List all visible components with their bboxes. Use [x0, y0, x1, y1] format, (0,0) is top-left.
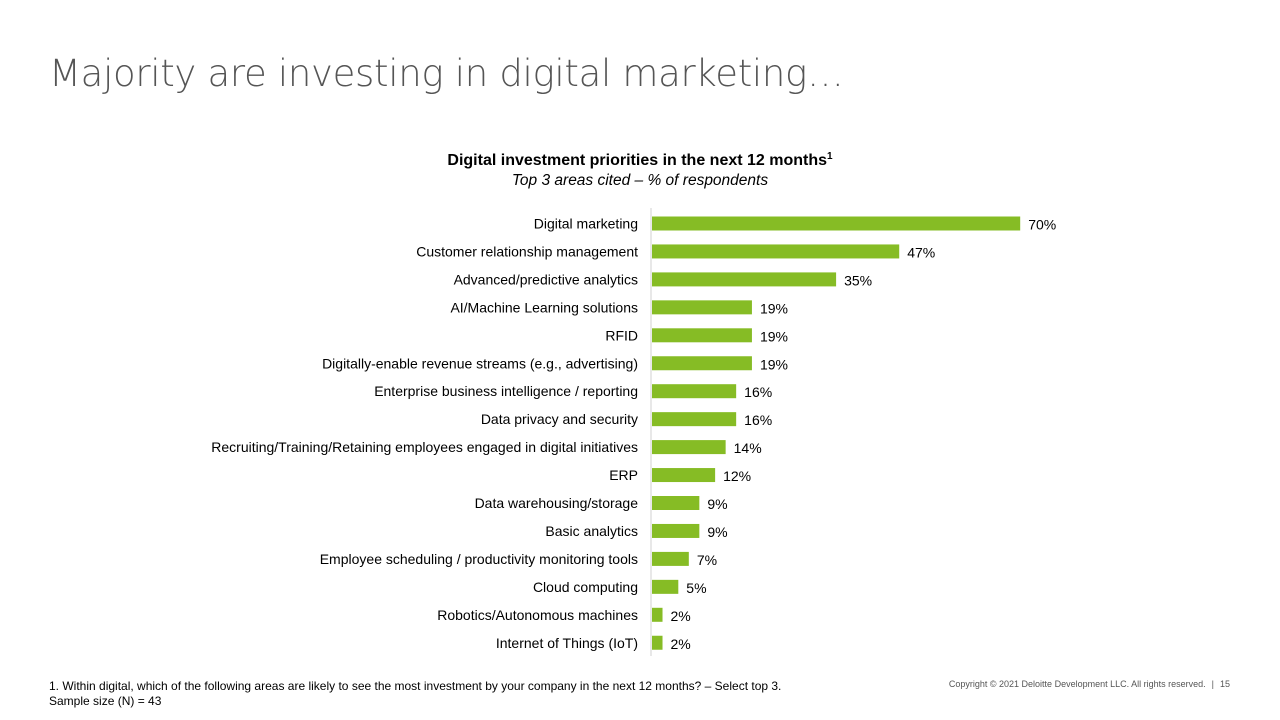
category-label: Cloud computing: [533, 579, 638, 595]
bar: [652, 496, 700, 510]
bar: [652, 468, 716, 483]
category-label: Employee scheduling / productivity monit…: [320, 551, 638, 567]
bar: [652, 384, 737, 399]
page-number: 15: [1219, 679, 1230, 689]
category-label: Enterprise business intelligence / repor…: [374, 383, 638, 399]
bar: [652, 356, 752, 371]
data-label: 9%: [707, 524, 727, 540]
bar: [652, 440, 726, 455]
question-footnote: 1. Within digital, which of the followin…: [49, 679, 782, 693]
data-label: 16%: [744, 384, 772, 400]
copyright-text: Copyright © 2021 Deloitte Development LL…: [948, 679, 1206, 689]
bar: [652, 412, 737, 427]
data-label: 16%: [744, 412, 772, 428]
category-label: Advanced/predictive analytics: [454, 271, 638, 287]
category-label: Robotics/Autonomous machines: [437, 607, 638, 623]
category-label: Basic analytics: [545, 523, 638, 539]
category-label: Data warehousing/storage: [475, 495, 639, 511]
chart-title-footnote-marker: 1: [827, 151, 833, 162]
category-label: ERP: [609, 467, 638, 483]
sample-size-note: Sample size (N) = 43: [49, 694, 162, 708]
bar: [652, 216, 1021, 231]
category-label: RFID: [605, 327, 638, 343]
copyright-notice: Copyright © 2021 Deloitte Development LL…: [949, 679, 1230, 689]
category-label: AI/Machine Learning solutions: [450, 299, 638, 315]
data-label: 19%: [760, 300, 788, 316]
data-label: 70%: [1028, 217, 1056, 233]
bar: [652, 300, 752, 315]
category-label: Customer relationship management: [416, 243, 638, 259]
data-label: 19%: [760, 328, 788, 344]
data-label: 2%: [671, 608, 691, 624]
category-label: Digital marketing: [534, 216, 638, 232]
data-label: 19%: [760, 356, 788, 372]
bar: [652, 272, 837, 287]
data-label: 5%: [686, 580, 706, 596]
bar: [652, 328, 752, 343]
data-label: 47%: [907, 244, 935, 260]
bar: [652, 607, 663, 622]
data-label: 9%: [707, 496, 727, 512]
slide-title: Majority are investing in digital market…: [49, 52, 844, 95]
bar: [652, 244, 900, 259]
category-label: Digitally-enable revenue streams (e.g., …: [322, 355, 638, 371]
category-label: Data privacy and security: [481, 411, 638, 427]
bar: [652, 523, 700, 538]
category-label: Recruiting/Training/Retaining employees …: [211, 439, 638, 455]
chart-title-text: Digital investment priorities in the nex…: [447, 152, 828, 169]
footer-separator: |: [1211, 679, 1214, 689]
data-label: 2%: [671, 636, 691, 652]
data-label: 7%: [697, 552, 717, 568]
chart-subtitle: Top 3 areas cited – % of respondents: [511, 172, 769, 189]
data-label: 35%: [844, 272, 872, 288]
bar: [652, 579, 679, 594]
category-label: Internet of Things (IoT): [496, 635, 638, 651]
bar: [652, 551, 689, 566]
chart-title: Digital investment priorities in the nex…: [240, 151, 1040, 170]
bar: [652, 635, 663, 650]
data-label: 14%: [734, 440, 762, 456]
data-label: 12%: [723, 468, 751, 484]
